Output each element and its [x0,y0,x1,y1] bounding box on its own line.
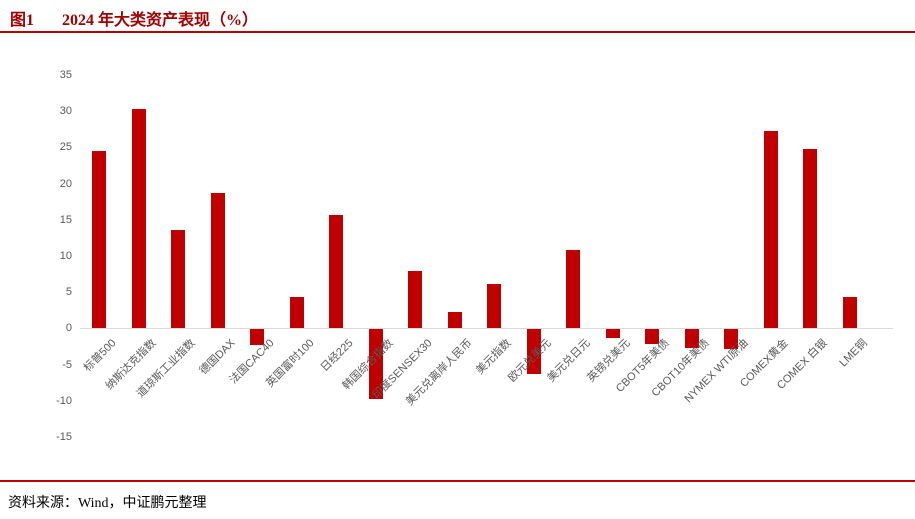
bar [250,329,265,346]
y-axis-tick-label: 15 [59,213,72,226]
y-axis-tick-label: 25 [59,141,72,154]
bar [763,130,778,329]
bar [210,193,225,329]
y-axis-tick-label: 35 [59,69,72,81]
bar [724,329,739,349]
bar [803,148,818,329]
bar [684,329,699,349]
bar [566,250,581,329]
figure-header: 图1 2024 年大类资产表现（%） [10,6,258,30]
top-divider [0,31,915,33]
bar [526,329,541,375]
bar [131,109,146,329]
y-axis-tick-label: -15 [56,431,72,443]
bar [487,284,502,329]
bar [92,151,106,329]
bar [368,329,383,399]
bar [843,296,857,329]
bottom-divider [0,480,915,482]
y-axis-tick-label: -10 [56,394,72,407]
bar [645,329,660,344]
y-axis-tick-label: 20 [59,177,72,190]
y-axis-tick-label: 10 [59,250,72,262]
y-axis-tick-label: -5 [62,358,72,371]
y-axis-tick-label: 0 [65,322,72,335]
bar [289,296,304,329]
y-axis-tick-label: 5 [65,286,72,299]
bar [329,215,344,329]
bar [447,311,462,329]
x-axis-line [80,328,893,330]
x-axis-label: LME铜 [837,337,870,370]
bar [171,229,186,329]
bar [605,329,620,339]
bar [408,271,423,329]
page-title: 2024 年大类资产表现（%） [62,12,259,29]
source-note: 资料来源：Wind，中证鹏元整理 [8,496,207,511]
figure-label: 图1 [10,12,35,29]
y-axis-tick-label: 30 [59,105,72,118]
